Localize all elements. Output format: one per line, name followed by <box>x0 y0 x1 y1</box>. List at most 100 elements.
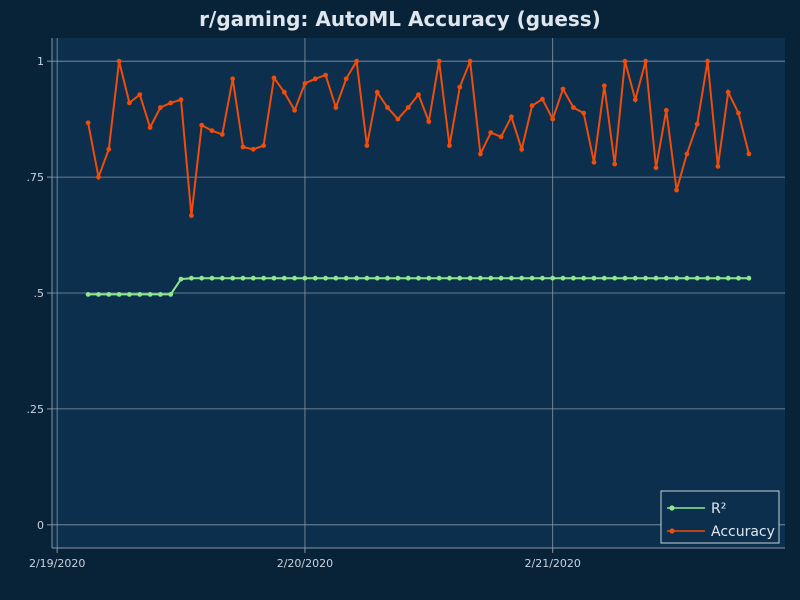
data-point-accuracy <box>281 89 287 95</box>
data-point-r2 <box>168 292 174 297</box>
data-point-r2 <box>209 275 215 281</box>
data-point-accuracy <box>416 92 421 97</box>
data-point-accuracy <box>467 58 473 64</box>
data-point-r2 <box>601 275 607 281</box>
data-point-r2 <box>612 275 618 281</box>
data-point-accuracy <box>240 144 246 150</box>
data-point-r2 <box>736 275 741 281</box>
data-point-accuracy <box>209 128 215 134</box>
data-point-accuracy <box>261 143 266 149</box>
data-point-r2 <box>199 275 205 281</box>
data-point-r2 <box>219 275 225 281</box>
data-point-accuracy <box>137 92 143 97</box>
data-point-r2 <box>85 292 91 297</box>
data-point-r2 <box>137 292 143 297</box>
data-point-accuracy <box>457 84 463 90</box>
data-point-r2 <box>653 275 659 281</box>
y-tick-label: 0 <box>37 519 44 532</box>
chart-title: r/gaming: AutoML Accuracy (guess) <box>199 7 601 31</box>
data-point-r2 <box>436 275 442 281</box>
data-point-r2 <box>395 275 401 281</box>
data-point-accuracy <box>529 103 535 109</box>
grid <box>51 38 785 549</box>
data-point-accuracy <box>323 72 328 78</box>
data-point-accuracy <box>591 159 597 165</box>
data-point-accuracy <box>715 164 721 169</box>
data-point-accuracy <box>746 151 752 157</box>
data-point-accuracy <box>653 165 659 171</box>
data-point-accuracy <box>571 105 576 110</box>
data-point-accuracy <box>147 125 153 130</box>
data-point-accuracy <box>674 187 679 193</box>
data-point-accuracy <box>550 116 556 122</box>
data-point-accuracy <box>519 146 525 152</box>
data-point-r2 <box>540 275 545 281</box>
data-point-accuracy <box>684 151 690 157</box>
data-point-accuracy <box>725 89 731 95</box>
data-point-r2 <box>663 275 669 281</box>
data-point-accuracy <box>632 97 638 103</box>
data-point-accuracy <box>199 122 205 128</box>
data-point-r2 <box>333 275 339 281</box>
data-point-r2 <box>622 275 628 281</box>
data-point-accuracy <box>663 107 669 113</box>
x-tick-label: 2/21/2020 <box>525 557 581 570</box>
x-tick-label: 2/19/2020 <box>29 557 85 570</box>
data-point-accuracy <box>219 132 225 137</box>
data-point-r2 <box>643 275 648 281</box>
y-axis: 0 .25 .5 .75 1 <box>27 55 52 532</box>
x-tick-label: 2/20/2020 <box>277 557 333 570</box>
data-point-accuracy <box>333 105 339 110</box>
data-point-r2 <box>281 275 287 281</box>
data-point-r2 <box>560 275 566 281</box>
data-point-accuracy <box>106 146 112 152</box>
legend-box <box>660 490 780 544</box>
legend-marker-r2 <box>669 505 675 511</box>
data-point-accuracy <box>694 121 700 127</box>
data-point-r2 <box>519 275 525 281</box>
data-point-accuracy <box>126 100 132 106</box>
data-point-r2 <box>323 275 328 281</box>
data-point-r2 <box>426 275 432 281</box>
data-point-r2 <box>581 275 587 281</box>
data-point-r2 <box>457 275 463 281</box>
data-point-accuracy <box>374 89 380 95</box>
data-point-r2 <box>354 275 359 281</box>
data-point-accuracy <box>447 143 452 149</box>
data-point-accuracy <box>292 107 297 113</box>
data-point-r2 <box>550 275 556 281</box>
data-point-r2 <box>591 275 597 281</box>
data-point-r2 <box>498 275 504 281</box>
data-point-r2 <box>684 275 690 281</box>
data-point-accuracy <box>478 151 483 157</box>
legend-marker-accuracy <box>669 528 675 534</box>
data-point-accuracy <box>116 58 122 64</box>
data-point-r2 <box>230 275 236 281</box>
data-point-r2 <box>147 292 153 297</box>
data-point-r2 <box>292 275 297 281</box>
data-point-accuracy <box>189 213 194 219</box>
data-point-r2 <box>571 275 576 281</box>
data-point-r2 <box>746 275 752 281</box>
data-point-r2 <box>694 275 700 281</box>
data-point-accuracy <box>385 105 390 110</box>
data-point-accuracy <box>158 105 163 110</box>
data-point-r2 <box>447 275 452 281</box>
data-point-r2 <box>374 275 380 281</box>
data-point-accuracy <box>426 119 432 124</box>
data-point-accuracy <box>509 114 514 120</box>
legend-label-r2: R² <box>711 501 726 517</box>
series-layer <box>85 58 752 297</box>
data-point-r2 <box>364 275 370 281</box>
data-point-accuracy <box>488 130 494 136</box>
data-point-accuracy <box>643 58 648 64</box>
data-point-accuracy <box>395 116 401 122</box>
data-point-r2 <box>509 275 514 281</box>
data-point-r2 <box>705 275 710 281</box>
data-point-accuracy <box>364 143 370 149</box>
data-point-accuracy <box>705 58 710 64</box>
data-point-accuracy <box>736 110 741 116</box>
data-point-accuracy <box>302 81 308 86</box>
data-point-accuracy <box>343 76 349 82</box>
